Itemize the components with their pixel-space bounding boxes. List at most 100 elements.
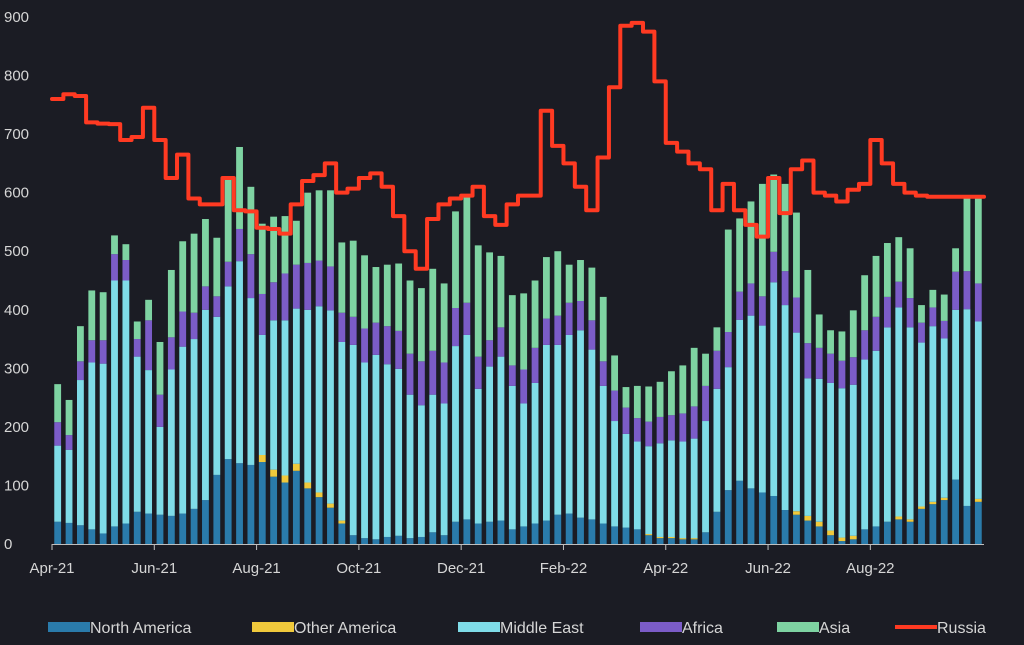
bar-middle-east (304, 309, 312, 483)
bar-africa (292, 264, 300, 309)
bar-north-america (361, 538, 368, 544)
bar-north-america (827, 535, 834, 544)
bar-north-america (520, 526, 528, 544)
bar-other-america (827, 530, 834, 536)
bar-asia (645, 386, 653, 422)
bar-middle-east (77, 380, 84, 526)
bar-middle-east (236, 261, 243, 464)
bar-north-america (940, 500, 948, 544)
bar-middle-east (361, 362, 368, 539)
bar-asia (213, 237, 221, 297)
bar-africa (736, 291, 744, 320)
bar-north-america (372, 539, 380, 544)
legend-swatch-africa (640, 622, 682, 632)
bar-africa (99, 340, 107, 364)
legend-label-africa: Africa (682, 620, 723, 637)
bar-asia (861, 275, 869, 331)
bar-north-america (338, 523, 346, 544)
bar-asia (668, 371, 675, 416)
x-tick-label: Apr-22 (643, 560, 688, 577)
bar-asia (417, 288, 425, 362)
bar-middle-east (622, 433, 630, 528)
bar-africa (645, 421, 653, 447)
bar-north-america (429, 532, 437, 544)
bar-middle-east (804, 378, 812, 516)
bar-africa (770, 251, 778, 283)
bar-asia (520, 293, 528, 370)
bar-africa (872, 316, 880, 351)
bar-africa (497, 327, 505, 357)
bar-north-america (224, 459, 232, 544)
bar-middle-east (565, 334, 573, 514)
bar-africa (133, 339, 141, 357)
bar-africa (611, 390, 619, 422)
bar-africa (88, 340, 96, 363)
bar-north-america (793, 514, 800, 544)
bar-north-america (815, 526, 823, 544)
bar-asia (690, 347, 698, 407)
x-tick-label: Feb-22 (540, 560, 588, 577)
bar-africa (429, 350, 437, 395)
bar-north-america (599, 523, 607, 544)
bar-other-america (895, 516, 903, 520)
bar-middle-east (338, 341, 346, 521)
bar-middle-east (213, 316, 221, 475)
bar-africa (974, 283, 982, 322)
y-tick-label: 300 (4, 360, 29, 377)
bar-africa (383, 326, 391, 365)
bar-asia (372, 267, 380, 323)
bar-africa (599, 361, 607, 386)
bar-africa (554, 315, 562, 345)
y-tick-label: 500 (4, 243, 29, 260)
bar-north-america (349, 535, 357, 544)
bar-asia (122, 244, 130, 261)
bar-middle-east (883, 327, 891, 522)
bar-africa (838, 360, 846, 389)
bar-north-america (213, 474, 221, 544)
bar-asia (270, 216, 278, 283)
bar-africa (372, 322, 380, 355)
bar-africa (963, 271, 971, 310)
bar-middle-east (122, 280, 130, 524)
bar-north-america (736, 480, 744, 544)
bar-north-america (486, 521, 493, 544)
bar-middle-east (827, 382, 834, 531)
bar-africa (440, 362, 448, 404)
bar-north-america (327, 507, 334, 544)
x-tick-label: Jun-22 (745, 560, 791, 577)
bar-africa (213, 296, 221, 317)
bar-africa (508, 365, 516, 386)
bar-asia (111, 235, 118, 255)
bar-north-america (122, 523, 130, 544)
bar-north-america (713, 511, 721, 544)
bar-other-america (849, 535, 857, 540)
bar-middle-east (929, 326, 937, 502)
bar-africa (270, 282, 278, 321)
bar-middle-east (815, 378, 823, 522)
y-tick-label: 700 (4, 126, 29, 143)
bar-middle-east (497, 356, 505, 521)
bar-north-america (65, 522, 73, 544)
y-tick-label: 400 (4, 302, 29, 319)
bar-middle-east (145, 370, 153, 514)
bar-asia (247, 186, 255, 255)
y-tick-label: 200 (4, 419, 29, 436)
bar-asia (622, 387, 630, 408)
bar-asia (452, 211, 459, 309)
bar-north-america (156, 514, 164, 544)
bar-middle-east (202, 309, 209, 501)
bar-north-america (543, 520, 550, 544)
bar-asia (918, 305, 925, 323)
bar-asia (940, 294, 948, 321)
bar-asia (611, 355, 619, 391)
bar-asia (656, 381, 664, 417)
bar-north-america (440, 535, 448, 544)
bar-north-america (417, 536, 425, 544)
bar-africa (111, 254, 118, 281)
bar-asia (190, 233, 198, 313)
legend-label-asia: Asia (819, 620, 850, 637)
bar-africa (520, 369, 528, 404)
bar-asia (383, 264, 391, 327)
y-tick-label: 0 (4, 536, 12, 553)
